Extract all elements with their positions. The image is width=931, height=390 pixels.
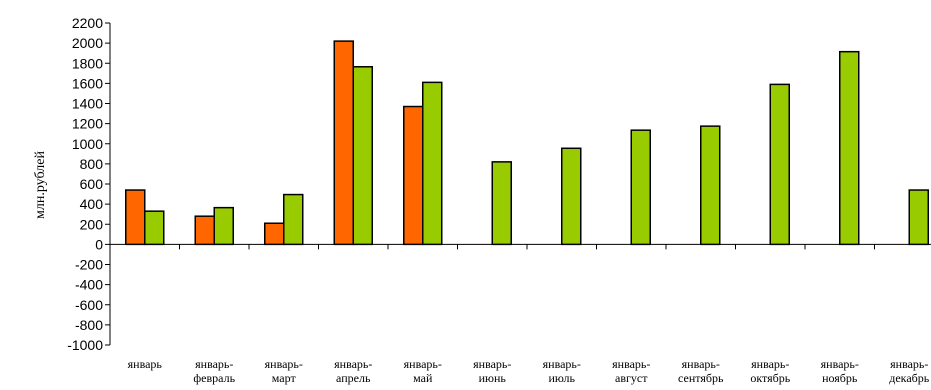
- bar-series-2: [561, 147, 582, 246]
- bar-series-1: [125, 189, 146, 246]
- y-tick-label: 2200: [72, 15, 103, 31]
- bar-series-2: [908, 189, 929, 246]
- y-tick-label: 1000: [72, 136, 103, 152]
- y-tick-label: 1400: [72, 96, 103, 112]
- x-tick-label: январь-: [265, 357, 303, 371]
- bar-series-2: [352, 66, 373, 246]
- y-tick-label: 1800: [72, 55, 103, 71]
- x-tick-label: ноябрь: [822, 371, 858, 385]
- bar-series-2: [630, 129, 651, 246]
- x-tick-label: январь: [128, 357, 163, 371]
- x-tick-label: декабрь: [889, 371, 930, 385]
- x-tick-label: январь-: [543, 357, 581, 371]
- y-tick-label: -800: [75, 317, 103, 333]
- y-tick-label: 1600: [72, 75, 103, 91]
- x-tick-label: март: [272, 371, 297, 385]
- x-tick-label: январь-: [612, 357, 650, 371]
- y-tick-label: -400: [75, 277, 103, 293]
- x-tick-label: февраль: [193, 371, 235, 385]
- x-tick-label: январь-: [821, 357, 859, 371]
- y-tick-label: 600: [80, 176, 104, 192]
- bar-series-2: [700, 125, 721, 246]
- x-tick-label: январь-: [195, 357, 233, 371]
- y-tick-label: -200: [75, 257, 103, 273]
- bar-series-1: [194, 215, 215, 246]
- x-tick-label: январь-: [751, 357, 789, 371]
- x-tick-label: октябрь: [750, 371, 790, 385]
- bar-series-2: [769, 83, 790, 246]
- plot-area: -1000 -800 -600 -400 -200 0 200 400 600 800 1000 12…: [67, 15, 931, 385]
- x-tick-label: апрель: [336, 371, 371, 385]
- bar-series-2: [839, 50, 860, 246]
- x-tick-label: май: [413, 371, 433, 385]
- x-tick-label: январь-: [334, 357, 372, 371]
- x-tick-label: июль: [548, 371, 575, 385]
- y-tick-label: 2000: [72, 35, 103, 51]
- y-tick-label: 1200: [72, 116, 103, 132]
- bar-series-2: [491, 161, 512, 246]
- y-tick-label: 0: [95, 236, 103, 252]
- bar-series-2: [144, 210, 165, 246]
- y-axis-label: млн.рублей: [33, 151, 48, 219]
- x-tick-label: январь-: [473, 357, 511, 371]
- bar-series-1: [264, 222, 285, 246]
- bar-series-2: [422, 81, 443, 246]
- x-tick-label: январь-: [404, 357, 442, 371]
- bar-series-1: [403, 105, 424, 246]
- y-tick-label: -600: [75, 297, 103, 313]
- x-tick-label: июнь: [479, 371, 507, 385]
- x-tick-label: январь-: [682, 357, 720, 371]
- y-tick-label: 800: [80, 156, 104, 172]
- y-tick-label: -1000: [67, 337, 103, 353]
- x-tick-label: сентябрь: [678, 371, 724, 385]
- x-tick-label: январь-: [890, 357, 928, 371]
- x-tick-label: август: [615, 371, 648, 385]
- bar-series-1: [333, 40, 354, 246]
- bar-series-2: [213, 206, 234, 246]
- y-tick-label: 400: [80, 196, 104, 212]
- bar-series-2: [283, 193, 304, 246]
- y-tick-label: 200: [80, 216, 104, 232]
